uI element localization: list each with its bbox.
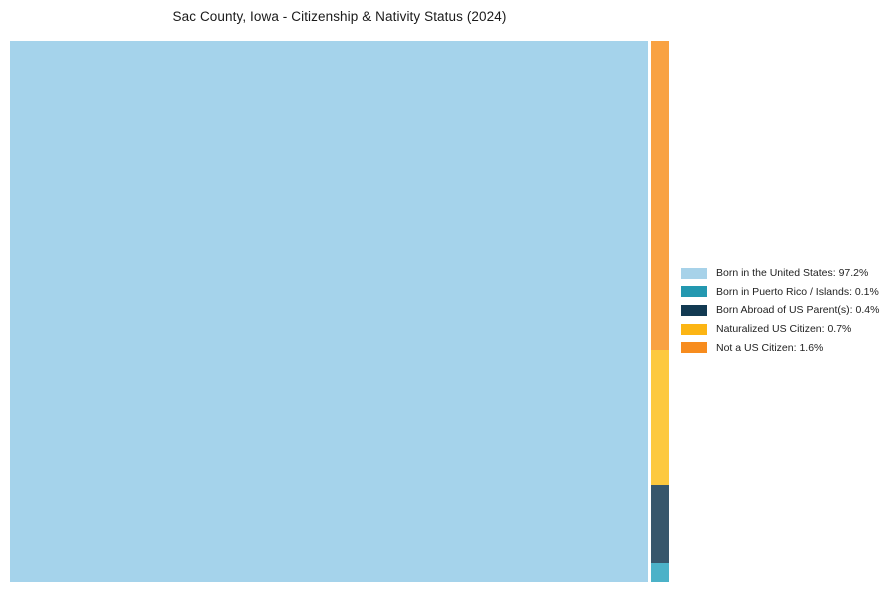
legend-swatch-naturalized-us-citizen xyxy=(681,323,707,335)
treemap-segment-born-in-puerto-rico-islands xyxy=(650,562,669,582)
legend-swatch-born-in-the-united-states xyxy=(681,267,707,279)
legend-item-not-a-us-citizen: Not a US Citizen: 1.6% xyxy=(681,338,879,357)
legend-swatch-born-in-puerto-rico-islands xyxy=(681,286,707,298)
legend-item-born-abroad-of-us-parent-s: Born Abroad of US Parent(s): 0.4% xyxy=(681,301,879,320)
legend-label-born-in-puerto-rico-islands: Born in Puerto Rico / Islands: 0.1% xyxy=(716,285,879,298)
treemap-minor-column xyxy=(650,41,669,582)
chart-title-container: Sac County, Iowa - Citizenship & Nativit… xyxy=(10,8,669,26)
treemap-chart xyxy=(10,41,669,582)
legend-swatch-born-abroad-of-us-parent-s xyxy=(681,304,707,316)
treemap-segment-not-a-us-citizen xyxy=(650,41,669,351)
legend-label-born-abroad-of-us-parent-s: Born Abroad of US Parent(s): 0.4% xyxy=(716,304,880,317)
treemap-segment-naturalized-us-citizen xyxy=(650,350,669,486)
legend-label-not-a-us-citizen: Not a US Citizen: 1.6% xyxy=(716,341,824,354)
treemap-segment-born-abroad-of-us-parent-s xyxy=(650,485,669,563)
legend-label-naturalized-us-citizen: Naturalized US Citizen: 0.7% xyxy=(716,323,852,336)
treemap-segment-born-in-the-united-states xyxy=(10,41,648,582)
legend-item-born-in-puerto-rico-islands: Born in Puerto Rico / Islands: 0.1% xyxy=(681,283,879,302)
legend-label-born-in-the-united-states: Born in the United States: 97.2% xyxy=(716,267,869,280)
legend-item-naturalized-us-citizen: Naturalized US Citizen: 0.7% xyxy=(681,320,879,339)
legend-swatch-not-a-us-citizen xyxy=(681,342,707,354)
chart-legend: Born in the United States: 97.2% Born in … xyxy=(681,264,879,357)
legend-item-born-in-the-united-states: Born in the United States: 97.2% xyxy=(681,264,879,283)
chart-title: Sac County, Iowa - Citizenship & Nativit… xyxy=(172,9,507,24)
